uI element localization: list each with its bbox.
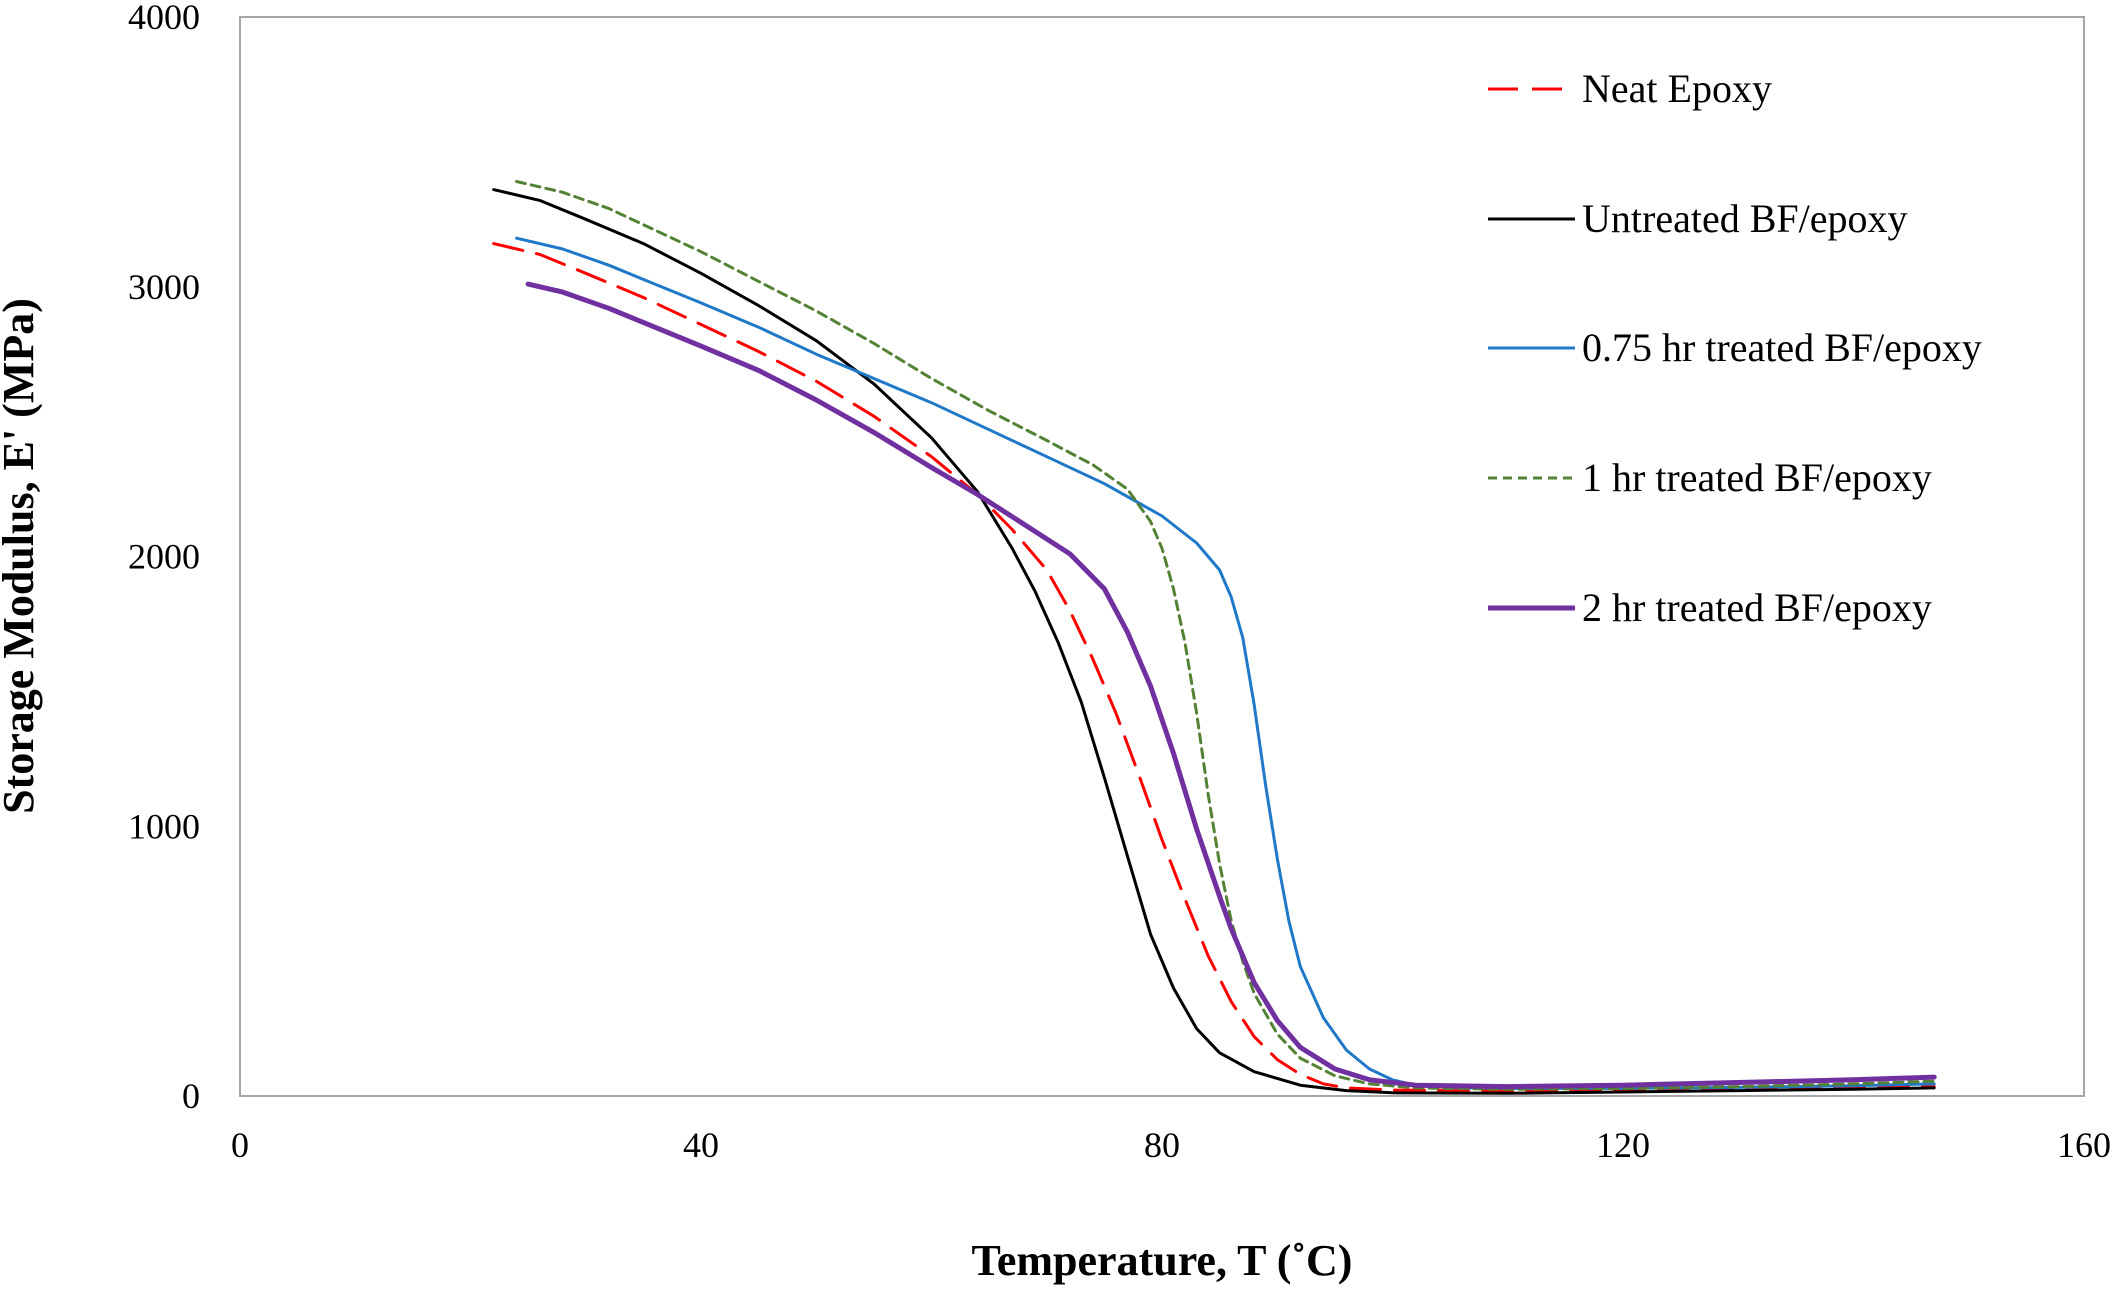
x-tick-label: 120 [1596,1125,1650,1165]
series-line [525,281,1937,1090]
legend-label: 0.75 hr treated BF/epoxy [1582,325,1982,370]
y-tick-label: 4000 [128,0,200,37]
plot-area [239,16,2085,1097]
series-layer [492,180,1937,1095]
series-line [492,242,1936,1093]
series-line [515,180,1936,1091]
x-tick-label: 0 [231,1125,249,1165]
legend-label: Neat Epoxy [1582,66,1772,111]
x-tick-label: 40 [683,1125,719,1165]
legend: Neat Epoxy Untreated BF/epoxy 0.75 hr trea… [1488,66,1982,630]
x-axis-title: Temperature, T (˚C) [972,1236,1353,1285]
x-tick-label: 80 [1144,1125,1180,1165]
y-axis-title: Storage Modulus, E' (MPa) [0,298,43,814]
y-tick-label: 2000 [128,537,200,577]
y-tick-label: 0 [182,1076,200,1116]
y-tick-label: 1000 [128,806,200,846]
y-tick-label: 3000 [128,267,200,307]
legend-label: 1 hr treated BF/epoxy [1582,455,1932,500]
x-tick-label: 160 [2057,1125,2111,1165]
x-axis-ticks: 0 40 80 120 160 [231,1125,2111,1165]
series-line [492,188,1936,1095]
legend-label: 2 hr treated BF/epoxy [1582,585,1932,630]
legend-label: Untreated BF/epoxy [1582,196,1908,241]
y-axis-ticks: 0 1000 2000 3000 4000 [128,0,200,1116]
